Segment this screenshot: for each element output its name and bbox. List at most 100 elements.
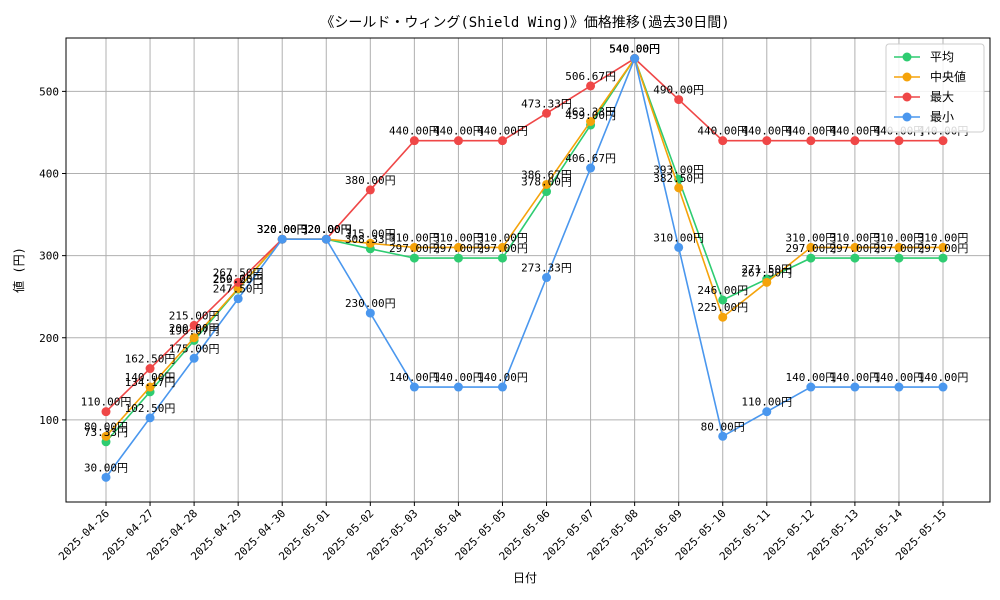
series-line — [105, 56, 943, 437]
data-point — [409, 382, 419, 392]
legend-swatch-marker — [902, 52, 912, 62]
data-label: 246.00円 — [697, 284, 748, 297]
data-label: 540.00円 — [609, 43, 660, 56]
data-label: 386.67円 — [521, 168, 572, 181]
data-point — [233, 294, 243, 304]
data-point — [762, 136, 772, 146]
y-tick-label: 400 — [39, 168, 59, 181]
data-label: 259.25円 — [213, 273, 264, 286]
series-lines — [101, 54, 948, 482]
legend-label: 中央値 — [930, 69, 966, 84]
data-point — [497, 253, 507, 263]
data-point — [409, 136, 419, 146]
series-line — [105, 57, 943, 413]
data-point — [586, 116, 596, 126]
data-point — [145, 413, 155, 423]
data-label: 297.00円 — [918, 242, 969, 255]
data-label: 297.00円 — [874, 242, 925, 255]
plot-area-frame — [65, 37, 991, 503]
data-label: 297.00円 — [433, 242, 484, 255]
data-label: 247.50円 — [213, 283, 264, 296]
data-point — [938, 136, 948, 146]
data-label: 140.00円 — [389, 371, 440, 384]
data-label: 175.00円 — [169, 342, 220, 355]
data-label: 30.00円 — [84, 461, 128, 474]
data-point — [497, 136, 507, 146]
legend-swatch-marker — [902, 112, 912, 122]
data-label: 378.00円 — [521, 176, 572, 189]
legend-label: 平均 — [930, 50, 954, 64]
data-label: 267.50円 — [213, 266, 264, 279]
data-label: 225.00円 — [697, 301, 748, 314]
data-point — [497, 242, 507, 252]
data-point — [894, 382, 904, 392]
data-label: 315.00円 — [345, 227, 396, 240]
y-axis: 100 200 300 400 500 — [39, 85, 66, 427]
data-point — [850, 382, 860, 392]
data-point — [365, 185, 375, 195]
data-point — [145, 382, 155, 392]
data-point — [850, 253, 860, 263]
data-label: 73.33円 — [84, 426, 128, 439]
data-point — [806, 242, 816, 252]
data-point — [101, 472, 111, 482]
data-point — [542, 108, 552, 118]
data-label: 308.33円 — [345, 233, 396, 246]
data-label: 310.00円 — [918, 231, 969, 244]
y-tick-label: 100 — [39, 414, 59, 427]
data-point — [233, 277, 243, 287]
data-point — [806, 136, 816, 146]
data-label: 382.50円 — [653, 172, 704, 185]
data-label: 271.50円 — [741, 263, 792, 276]
data-label: 540.00円 — [609, 43, 660, 56]
legend-label: 最小 — [930, 110, 954, 124]
data-label: 162.50円 — [125, 353, 176, 366]
data-label: 102.50円 — [125, 402, 176, 415]
data-point — [542, 179, 552, 189]
data-label: 110.00円 — [741, 396, 792, 409]
x-axis: 2025-04-262025-04-272025-04-282025-04-29… — [56, 502, 949, 563]
data-point — [718, 295, 728, 305]
data-label: 393.00円 — [653, 163, 704, 176]
data-label: 440.00円 — [477, 125, 528, 138]
data-point — [850, 242, 860, 252]
data-label: 230.00円 — [345, 297, 396, 310]
grid — [66, 38, 990, 502]
data-point — [762, 407, 772, 417]
data-label: 80.00円 — [84, 420, 128, 433]
data-label: 440.00円 — [830, 125, 881, 138]
data-label: 310.00円 — [389, 231, 440, 244]
data-label: 459.00円 — [565, 109, 616, 122]
data-point — [586, 163, 596, 173]
data-point — [718, 431, 728, 441]
data-point — [189, 353, 199, 363]
series-line — [105, 55, 943, 478]
data-label: 140.00円 — [830, 371, 881, 384]
data-label: 440.00円 — [741, 125, 792, 138]
x-axis-title: 日付 — [513, 571, 537, 585]
data-label: 267.50円 — [741, 266, 792, 279]
data-point — [453, 242, 463, 252]
data-point — [850, 136, 860, 146]
data-point — [762, 277, 772, 287]
data-point — [453, 136, 463, 146]
y-tick-label: 500 — [39, 85, 59, 98]
data-point — [674, 183, 684, 193]
data-label: 440.00円 — [697, 125, 748, 138]
data-label: 440.00円 — [389, 125, 440, 138]
data-point — [894, 136, 904, 146]
data-point — [938, 242, 948, 252]
data-label: 540.00円 — [609, 43, 660, 56]
y-tick-label: 200 — [39, 332, 59, 345]
data-label: 260.00円 — [213, 272, 264, 285]
data-label: 320.00円 — [257, 223, 308, 236]
data-point — [586, 81, 596, 91]
data-point — [806, 253, 816, 263]
data-label: 490.00円 — [653, 84, 704, 97]
y-axis-title: 値 (円) — [11, 247, 26, 293]
data-label: 463.33円 — [565, 105, 616, 118]
data-label: 320.00円 — [301, 223, 352, 236]
y-tick-label: 300 — [39, 250, 59, 263]
data-point — [453, 253, 463, 263]
